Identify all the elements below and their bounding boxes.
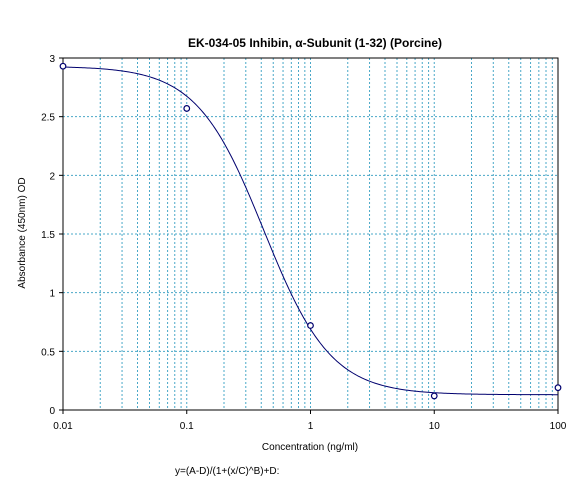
y-tick-label: 0.5 (41, 347, 55, 358)
data-point (430, 392, 438, 400)
x-tick-label: 0.01 (53, 421, 73, 432)
chart-title: EK-034-05 Inhibin, α-Subunit (1-32) (Por… (188, 36, 442, 50)
fit-equation: y=(A-D)/(1+(x/C)^B)+D: (175, 466, 279, 477)
y-axis-label: Absorbance (450nm) OD (17, 177, 28, 288)
axes (59, 57, 559, 414)
y-tick-label: 1.5 (41, 230, 55, 241)
y-tick-label: 2.5 (41, 113, 55, 124)
data-point (307, 322, 314, 329)
fit-curve-series (62, 66, 558, 396)
x-tick-label: 1 (308, 421, 314, 432)
grid-lines (63, 58, 558, 410)
x-axis-label: Concentration (ng/ml) (262, 442, 358, 453)
data-points (59, 62, 562, 400)
data-point (59, 62, 67, 70)
x-tick-label: 100 (550, 421, 567, 432)
x-tick-label: 10 (429, 421, 441, 432)
y-tick-labels: 0 0.5 1 1.5 2 2.5 3 (41, 54, 55, 417)
x-tick-label: 0.1 (180, 421, 194, 432)
y-tick-label: 1 (49, 289, 55, 300)
y-tick-label: 3 (49, 54, 55, 65)
data-point (554, 384, 562, 392)
data-point (183, 105, 191, 112)
y-tick-label: 0 (49, 406, 55, 417)
x-tick-labels: 0.01 0.1 1 10 100 (53, 421, 567, 432)
y-tick-label: 2 (49, 171, 55, 182)
